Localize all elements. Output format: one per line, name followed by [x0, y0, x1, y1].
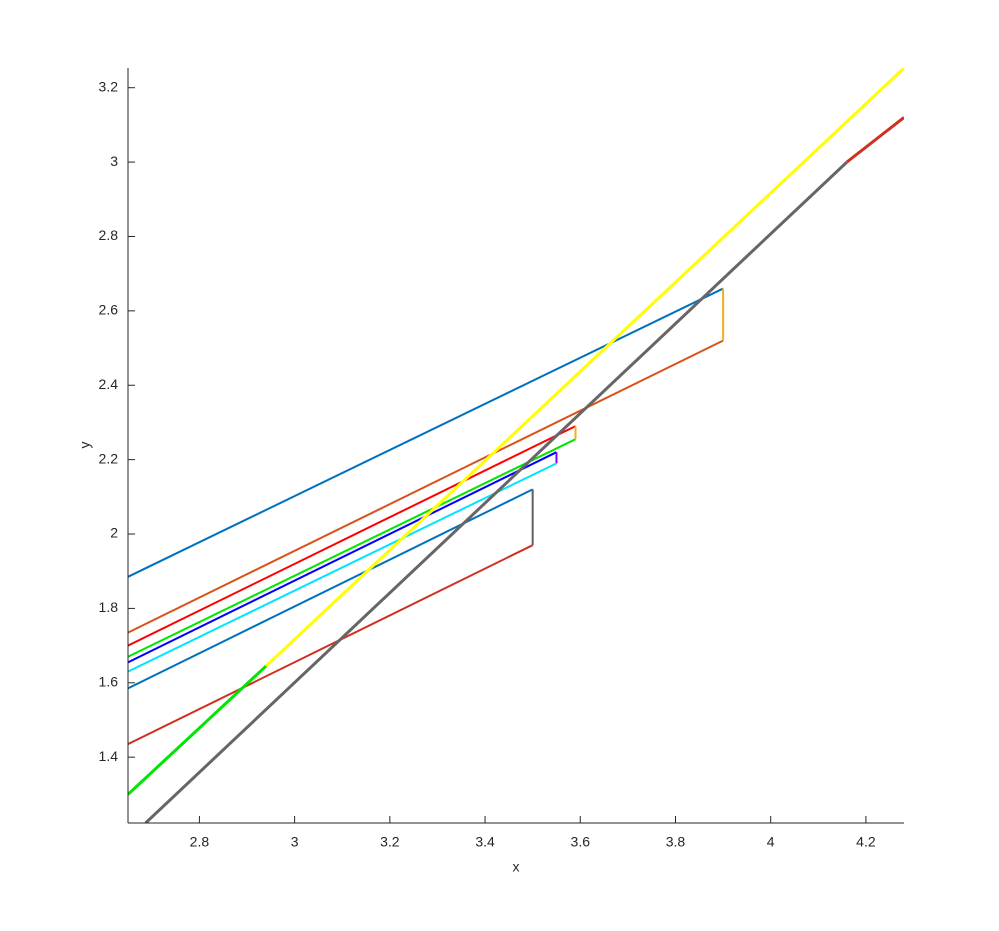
x-tick-label: 3.6	[571, 834, 591, 850]
plot-area	[128, 68, 904, 823]
data-line	[144, 161, 848, 823]
y-tick-label: 2.2	[99, 450, 119, 466]
data-line	[845, 116, 904, 164]
y-tick-label: 3.2	[99, 78, 119, 94]
x-tick-label: 2.8	[190, 834, 210, 850]
data-line	[128, 488, 534, 690]
x-tick-label: 3.2	[380, 834, 400, 850]
y-tick-label: 1.8	[99, 599, 119, 615]
data-line	[128, 462, 557, 673]
y-tick-label: 2	[110, 525, 118, 541]
data-line	[128, 451, 557, 664]
y-axis-label: y	[77, 442, 93, 449]
y-tick-label: 2.8	[99, 227, 119, 243]
x-tick-label: 4.2	[856, 834, 876, 850]
y-tick-label: 2.4	[99, 376, 119, 392]
x-axis-label: x	[513, 859, 520, 875]
y-tick-label: 2.6	[99, 302, 119, 318]
x-tick-label: 3.4	[475, 834, 495, 850]
data-line	[128, 339, 724, 634]
data-line	[128, 287, 724, 578]
x-tick-label: 3	[291, 834, 299, 850]
data-line	[265, 68, 904, 668]
x-tick-label: 3.8	[666, 834, 686, 850]
data-line	[128, 664, 268, 796]
data-line	[128, 425, 576, 647]
data-line	[128, 544, 534, 746]
data-line	[128, 438, 576, 658]
y-tick-label: 1.4	[99, 748, 119, 764]
x-tick-label: 4	[767, 834, 775, 850]
y-tick-label: 3	[110, 153, 118, 169]
y-tick-label: 1.6	[99, 673, 119, 689]
